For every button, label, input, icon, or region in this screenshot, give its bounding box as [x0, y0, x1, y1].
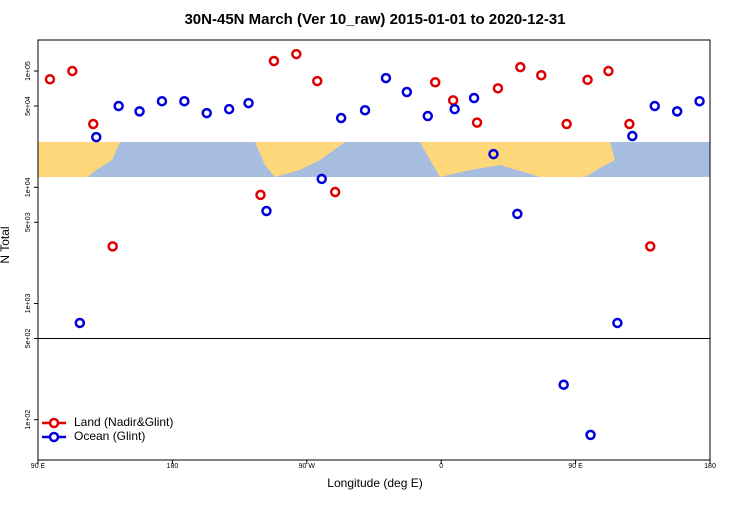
legend-marker	[48, 431, 60, 443]
data-point	[558, 379, 569, 390]
data-point	[223, 103, 235, 115]
x-tick-label: 0	[439, 463, 443, 470]
legend-marker	[48, 417, 60, 429]
legend-label: Ocean (Glint)	[74, 429, 145, 443]
data-point	[449, 103, 460, 115]
data-point	[359, 104, 371, 116]
y-tick-label: 5e+03	[25, 212, 32, 232]
y-axis-label: N Total	[0, 226, 12, 263]
data-point	[447, 95, 459, 106]
data-point	[512, 208, 523, 220]
data-point	[201, 107, 212, 119]
chart-title: 30N-45N March (Ver 10_raw) 2015-01-01 to…	[184, 11, 565, 28]
data-point	[612, 317, 623, 329]
data-point	[624, 118, 635, 130]
data-point	[312, 75, 323, 87]
y-tick-label: 5e+02	[25, 329, 32, 349]
data-point	[261, 205, 272, 217]
data-point	[645, 241, 656, 252]
data-point	[380, 72, 392, 84]
data-point	[113, 100, 124, 112]
data-point	[74, 317, 86, 329]
y-tick-label: 1e+04	[25, 177, 32, 197]
data-point	[401, 86, 413, 98]
data-point	[488, 148, 499, 160]
data-point	[156, 95, 168, 107]
plot-frame	[37, 39, 711, 461]
data-point	[471, 117, 483, 128]
data-point	[582, 74, 593, 86]
data-point	[291, 48, 302, 60]
data-point	[134, 106, 145, 117]
data-point	[107, 241, 118, 252]
data-point	[255, 189, 266, 201]
data-point	[44, 74, 56, 85]
data-point	[649, 100, 660, 112]
data-point	[268, 55, 280, 67]
data-point	[422, 110, 434, 122]
data-point	[515, 61, 526, 73]
y-tick-label: 5e+04	[25, 96, 32, 116]
y-tick-label: 1e+02	[25, 410, 32, 430]
data-point	[329, 186, 341, 198]
data-point	[627, 130, 638, 142]
data-point	[671, 106, 683, 117]
legend-label: Land (Nadir&Glint)	[74, 415, 173, 429]
data-point	[179, 95, 190, 107]
x-tick-label: 90 E	[568, 463, 583, 470]
data-point	[561, 118, 572, 130]
data-point	[243, 97, 254, 109]
data-point	[429, 77, 441, 88]
data-point	[90, 131, 102, 143]
data-point	[468, 92, 480, 104]
data-point	[88, 118, 99, 130]
map-band	[38, 142, 710, 177]
x-tick-label: 90 W	[299, 463, 316, 470]
y-tick-label: 1e+05	[25, 61, 32, 81]
x-tick-label: 180	[167, 463, 179, 470]
y-tick-label: 1e+03	[25, 294, 32, 314]
data-point	[536, 70, 547, 81]
data-point	[335, 112, 347, 124]
data-point	[603, 65, 614, 77]
x-tick-label: 180	[704, 463, 716, 470]
data-point	[67, 65, 78, 77]
data-point	[316, 173, 327, 185]
data-point	[694, 95, 705, 107]
x-tick-label: 90 E	[31, 463, 46, 470]
data-point	[585, 429, 596, 441]
x-axis-label: Longitude (deg E)	[327, 476, 422, 490]
data-point	[492, 83, 504, 94]
